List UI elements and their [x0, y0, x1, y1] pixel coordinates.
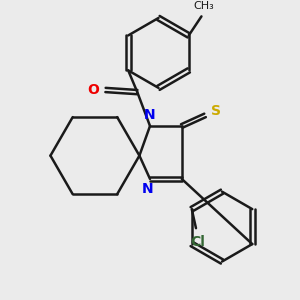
Text: O: O: [87, 83, 99, 97]
Text: S: S: [212, 104, 221, 118]
Text: N: N: [144, 108, 156, 122]
Text: CH₃: CH₃: [193, 1, 214, 11]
Text: N: N: [142, 182, 154, 196]
Text: Cl: Cl: [191, 235, 206, 248]
